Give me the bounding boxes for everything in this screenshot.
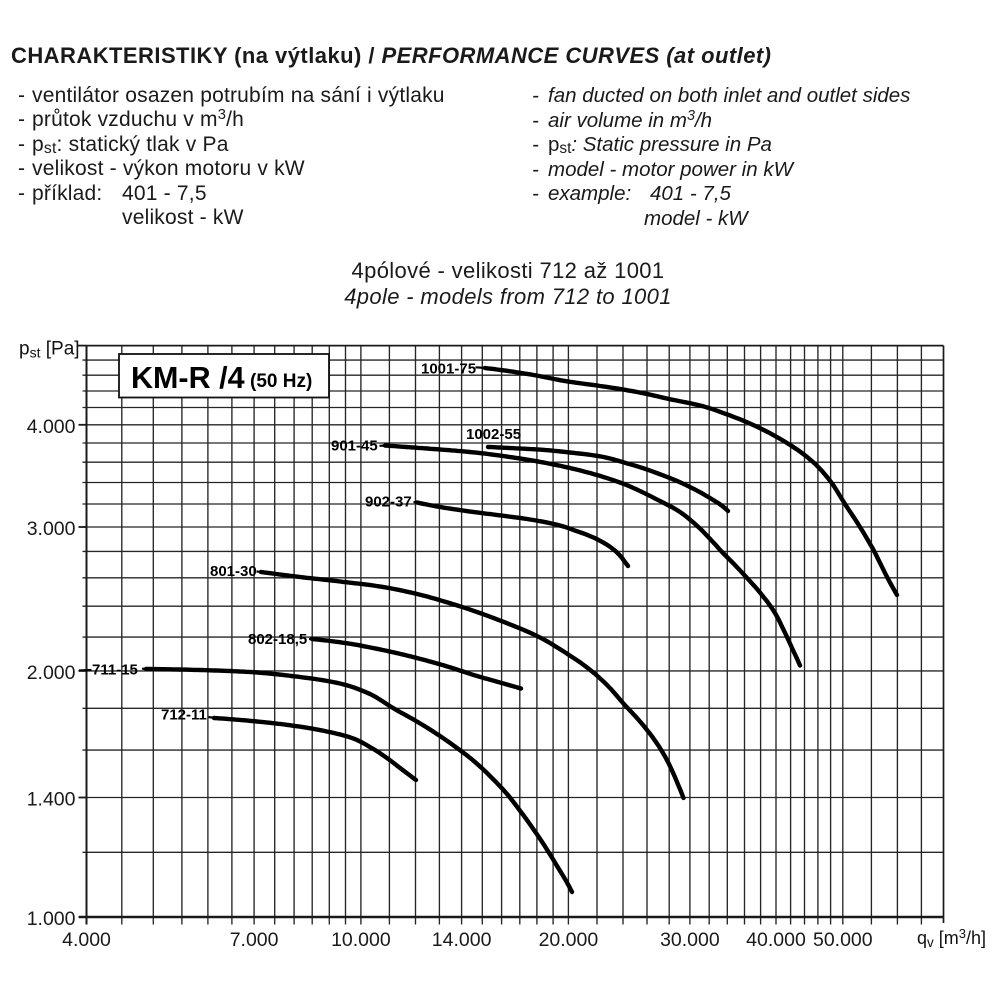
svg-text:40.000: 40.000 <box>746 929 806 951</box>
svg-text:(50 Hz): (50 Hz) <box>250 371 312 392</box>
svg-text:1.400: 1.400 <box>27 789 76 811</box>
svg-text:2.000: 2.000 <box>27 662 76 684</box>
svg-text:7.000: 7.000 <box>230 929 279 951</box>
svg-text:10.000: 10.000 <box>331 929 391 951</box>
svg-text:20.000: 20.000 <box>539 929 599 951</box>
svg-text:qv [m3/h]: qv [m3/h] <box>917 926 986 950</box>
svg-text:1.000: 1.000 <box>27 908 76 930</box>
svg-text:4.000: 4.000 <box>27 416 76 438</box>
svg-text:902-37: 902-37 <box>365 494 412 511</box>
svg-text:pst [Pa]: pst [Pa] <box>19 339 80 361</box>
svg-text:1002-55: 1002-55 <box>466 426 521 443</box>
svg-text:14.000: 14.000 <box>432 929 492 951</box>
svg-text:802-18,5: 802-18,5 <box>248 631 307 648</box>
svg-text:KM-R /4: KM-R /4 <box>131 361 245 395</box>
svg-text:901-45: 901-45 <box>331 438 378 455</box>
svg-text:4.000: 4.000 <box>62 929 111 951</box>
svg-text:801-30: 801-30 <box>210 563 257 580</box>
svg-text:1001-75: 1001-75 <box>421 361 476 378</box>
svg-text:50.000: 50.000 <box>813 929 873 951</box>
svg-text:712-11: 712-11 <box>161 707 207 724</box>
svg-text:711-15: 711-15 <box>92 662 138 679</box>
svg-text:30.000: 30.000 <box>660 929 720 951</box>
svg-text:3.000: 3.000 <box>27 518 76 540</box>
